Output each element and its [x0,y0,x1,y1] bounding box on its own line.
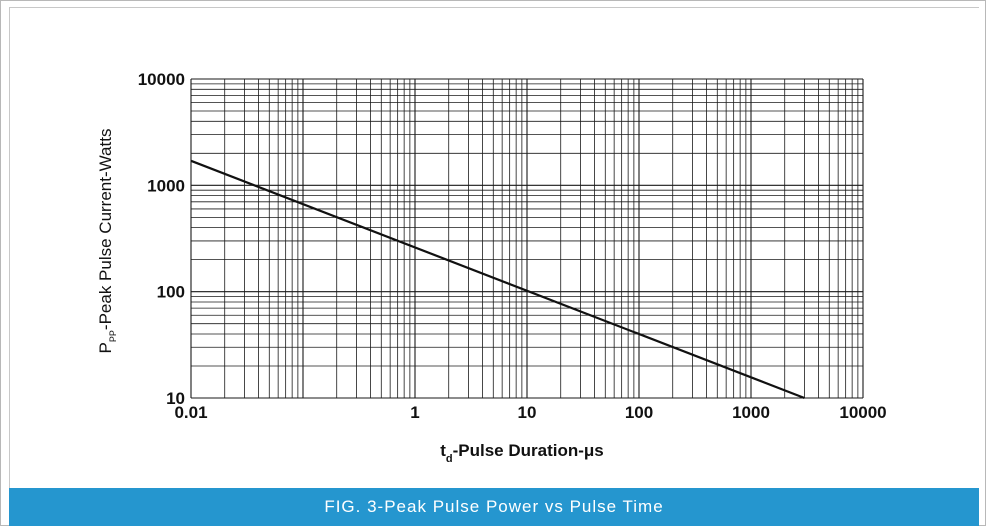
y-axis-title: PPP-Peak Pulse Current-Watts [96,129,118,354]
y-tick-label: 1000 [147,176,185,195]
x-axis-title: td-Pulse Duration-μs [440,441,604,465]
y-tick-label: 10 [166,389,185,408]
panel-border [9,7,979,488]
series-line-0 [190,159,805,400]
x-tick-label: 100 [625,403,653,422]
x-tick-label: 1000 [732,403,770,422]
series-line [190,159,805,400]
chart: 0.01 1 10 100 1000 10000 10 100 1000 10000 td-Pul… [96,70,887,465]
figure-caption: FIG. 3-Peak Pulse Power vs Pulse Time [9,488,979,526]
x-tick-label: 10 [518,403,537,422]
x-tick-label: 10000 [839,403,886,422]
x-tick-label: 1 [410,403,419,422]
x-tick-label: 0.01 [174,403,207,422]
grid-lines [190,78,864,399]
y-tick-label: 10000 [138,70,185,89]
y-tick-label: 100 [157,283,185,302]
tick-labels: 0.01 1 10 100 1000 10000 10 100 1000 10000 [138,70,887,422]
